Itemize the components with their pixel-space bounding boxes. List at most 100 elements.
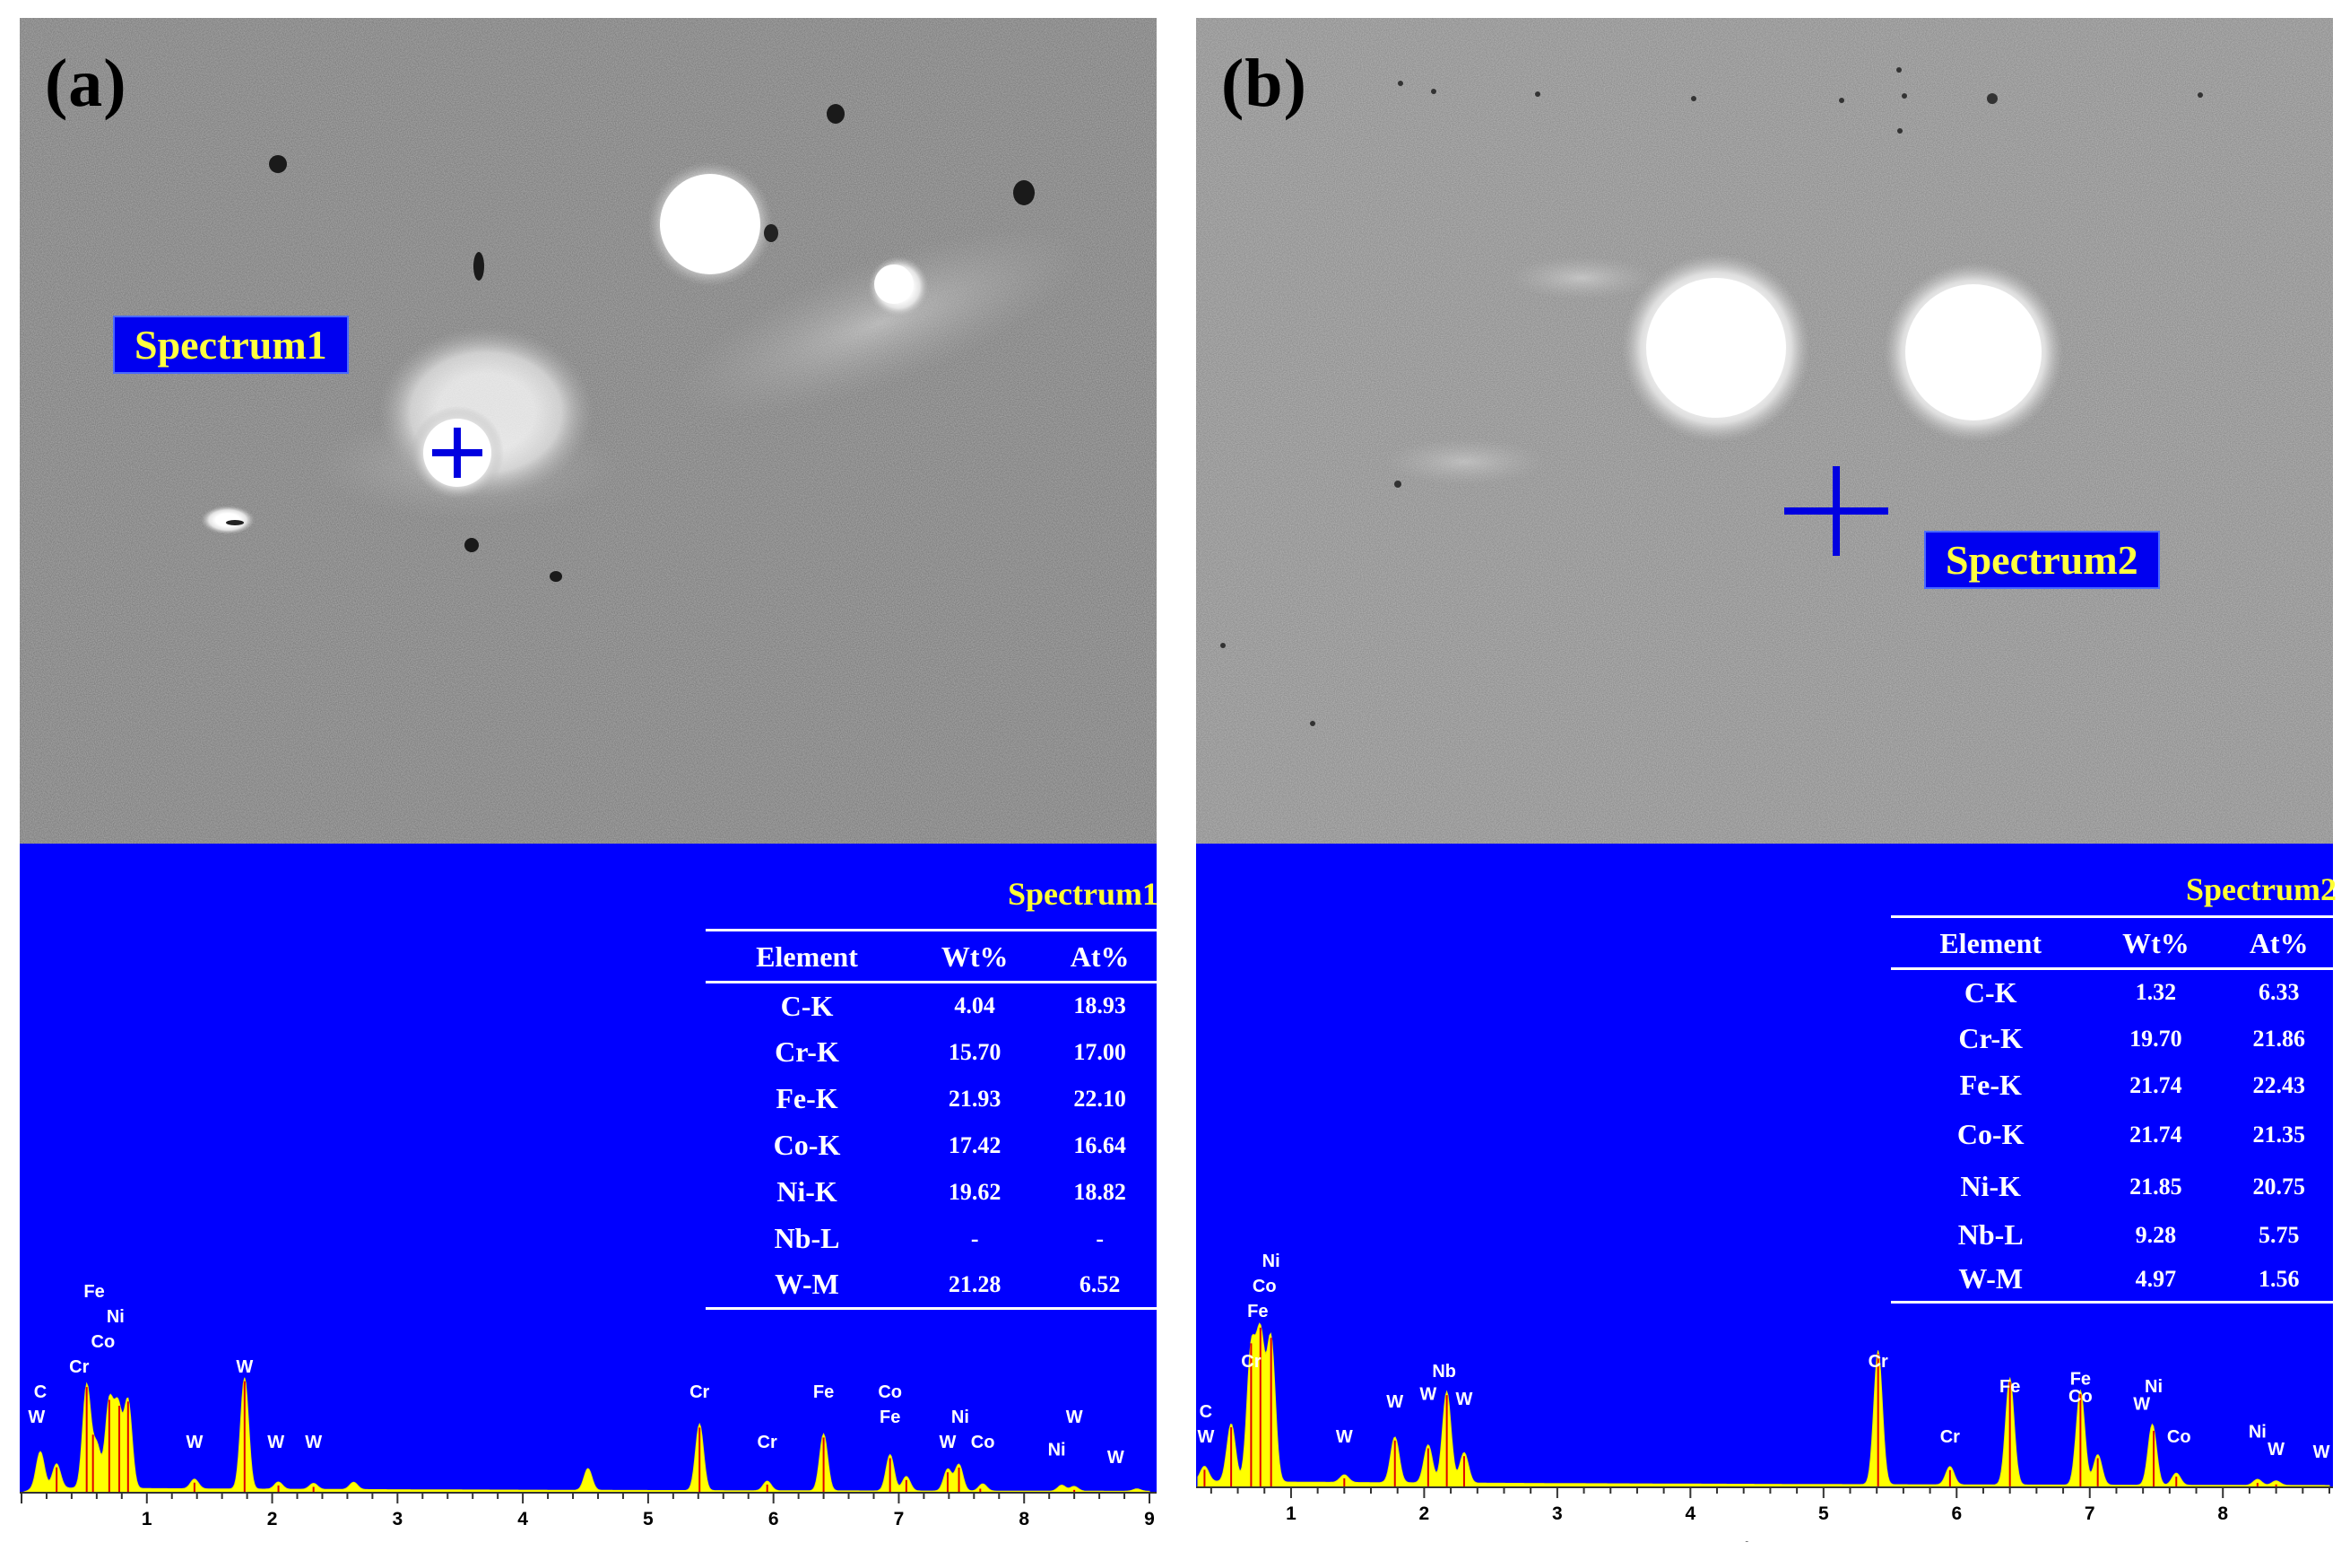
- header-at: At%: [2221, 915, 2337, 970]
- x-tick-label: 8: [2217, 1503, 2228, 1524]
- table-row: W-M 4.97 1.56: [1891, 1257, 2337, 1304]
- peak-label: W: [1336, 1427, 1353, 1447]
- table-row: Cr-K 19.70 21.86: [1891, 1016, 2337, 1062]
- element-cell: Cr-K: [1958, 1022, 2024, 1054]
- table-row: C-K 4.04 18.93: [706, 983, 1158, 1029]
- table-row: Co-K 21.74 21.35: [1891, 1109, 2337, 1161]
- peak-label: Cr: [1869, 1352, 1888, 1372]
- element-cell: C-K: [780, 989, 834, 1022]
- x-tick-label: 4: [1685, 1503, 1695, 1524]
- peak-label: Cr: [1940, 1427, 1960, 1447]
- x-tick-label: 4: [517, 1509, 528, 1529]
- peak-label: Co: [878, 1382, 902, 1402]
- wt-cell: 15.70: [948, 1038, 1002, 1065]
- peak-label: Co: [2068, 1387, 2093, 1407]
- peak-label: W: [1419, 1384, 1436, 1404]
- element-cell: Nb-L: [774, 1222, 840, 1254]
- table-row: Ni-K 19.62 18.82: [706, 1169, 1158, 1216]
- peak-label: Cr: [69, 1357, 89, 1377]
- wt-cell: 21.74: [2129, 1071, 2182, 1098]
- element-cell: Fe-K: [1959, 1069, 2022, 1101]
- x-tick-label: 9: [1144, 1509, 1155, 1529]
- wt-cell: 21.93: [948, 1085, 1002, 1112]
- x-tick-label: 7: [2085, 1503, 2095, 1524]
- element-cell: Ni-K: [1960, 1170, 2021, 1202]
- table-row: Fe-K 21.93 22.10: [706, 1076, 1158, 1122]
- table-row: C-K 1.32 6.33: [1891, 969, 2337, 1016]
- element-cell: C-K: [1964, 975, 2017, 1009]
- element-cell: Cr-K: [775, 1035, 839, 1068]
- table-row: W-M 21.28 6.52: [706, 1261, 1158, 1310]
- x-axis-band: [20, 1493, 1157, 1542]
- element-cell: Ni-K: [776, 1175, 837, 1208]
- peak-label: W: [1386, 1392, 1403, 1412]
- spectrum-area: [21, 1377, 1150, 1494]
- panel-b: (b) Spectrum2 C W Cr Fe Co Ni W W Nb W W Cr Cr Fe Fe Co…: [1196, 18, 2337, 1542]
- at-cell: 6.52: [1041, 1261, 1158, 1310]
- x-tick-label: 5: [643, 1509, 654, 1529]
- peak-label: Ni: [1048, 1440, 1066, 1460]
- peak-label: Co: [1253, 1277, 1277, 1296]
- peak-label: W: [305, 1433, 322, 1452]
- peak-label: Fe: [813, 1382, 834, 1402]
- at-cell: 1.56: [2221, 1257, 2337, 1304]
- at-cell: 18.82: [1073, 1178, 1126, 1205]
- x-tick-label: 5: [1818, 1503, 1829, 1524]
- header-wt: Wt%: [2090, 915, 2222, 970]
- peak-label: Cr: [758, 1433, 777, 1452]
- composition-table-b: Spectrum2 Element Wt% At% C-K 1.32 6.33 Cr…: [1891, 871, 2337, 1304]
- x-tick-label: 1: [142, 1509, 152, 1529]
- wt-cell: 21.85: [2129, 1173, 2182, 1200]
- wt-cell: 1.32: [2135, 979, 2177, 1006]
- at-cell: 16.64: [1073, 1131, 1126, 1158]
- sem-image-b: (b) Spectrum2: [1196, 18, 2333, 844]
- wt-cell: 21.74: [2129, 1121, 2182, 1148]
- element-cell: Nb-L: [1957, 1218, 2024, 1251]
- element-cell: Fe-K: [776, 1082, 838, 1114]
- x-tick-label: 6: [768, 1509, 779, 1529]
- peak-label: Co: [2167, 1427, 2191, 1447]
- x-tick-label: 7: [894, 1509, 905, 1529]
- sem-micrograph-b: [1196, 18, 2333, 844]
- x-tick-label: 3: [392, 1509, 403, 1529]
- peak-label: W: [1066, 1408, 1083, 1427]
- table-row: Nb-L 9.28 5.75: [1891, 1213, 2337, 1258]
- x-tick-label: 8: [1019, 1509, 1029, 1529]
- peak-label: W: [236, 1357, 253, 1377]
- composition-table-a: Spectrum1 Element Wt% At% C-K 4.04 18.93 C…: [706, 875, 1158, 1310]
- wt-cell: -: [970, 1225, 979, 1252]
- peak-label: Fe: [2070, 1370, 2091, 1390]
- at-cell: 21.35: [2252, 1121, 2305, 1148]
- table-row: Fe-K 21.74 22.43: [1891, 1062, 2337, 1109]
- sem-image-a: (a) Spectrum1: [20, 18, 1157, 844]
- at-cell: -: [1096, 1225, 1104, 1252]
- spectrum-area: [1197, 1322, 2330, 1488]
- spectrum-label-b: Spectrum2: [1924, 531, 2160, 589]
- eds-spectrum-b: C W Cr Fe Co Ni W W Nb W W Cr Cr Fe Fe Co Ni W Co Ni W W 1 2 3 4 5…: [1196, 844, 2337, 1542]
- x-tick-label: 2: [267, 1509, 278, 1529]
- peak-label: Fe: [1999, 1377, 2020, 1397]
- sem-micrograph-a: [20, 18, 1157, 844]
- element-cell: Co-K: [773, 1129, 841, 1161]
- x-tick-label: 3: [1552, 1503, 1563, 1524]
- peak-label: Ni: [107, 1307, 125, 1327]
- peak-label: W: [1197, 1427, 1214, 1447]
- wt-cell: 4.04: [954, 992, 995, 1019]
- wt-cell: 17.42: [948, 1131, 1002, 1158]
- peak-label: W: [2133, 1395, 2150, 1415]
- peak-label: W: [28, 1408, 45, 1427]
- panel-a: (a) Spectrum1 C W Cr Fe Ni Co W W W W Cr Cr Fe Co Fe Ni…: [20, 18, 1158, 1542]
- x-axis-band: [1196, 1487, 2333, 1542]
- element-cell: Co-K: [1956, 1118, 2025, 1150]
- peak-label: Ni: [2249, 1422, 2267, 1442]
- peak-label: C: [1200, 1402, 1212, 1422]
- peak-label: Cr: [1241, 1352, 1261, 1372]
- at-cell: 5.75: [2258, 1221, 2300, 1248]
- at-cell: 22.43: [2252, 1071, 2305, 1098]
- wt-cell: 19.70: [2129, 1025, 2182, 1052]
- panel-letter-a: (a): [45, 46, 127, 121]
- at-cell: 21.86: [2252, 1025, 2305, 1052]
- eds-spectrum-a: C W Cr Fe Ni Co W W W W Cr Cr Fe Co Fe Ni W Co W Ni W 1 2 3 4 5 6 7…: [20, 844, 1158, 1542]
